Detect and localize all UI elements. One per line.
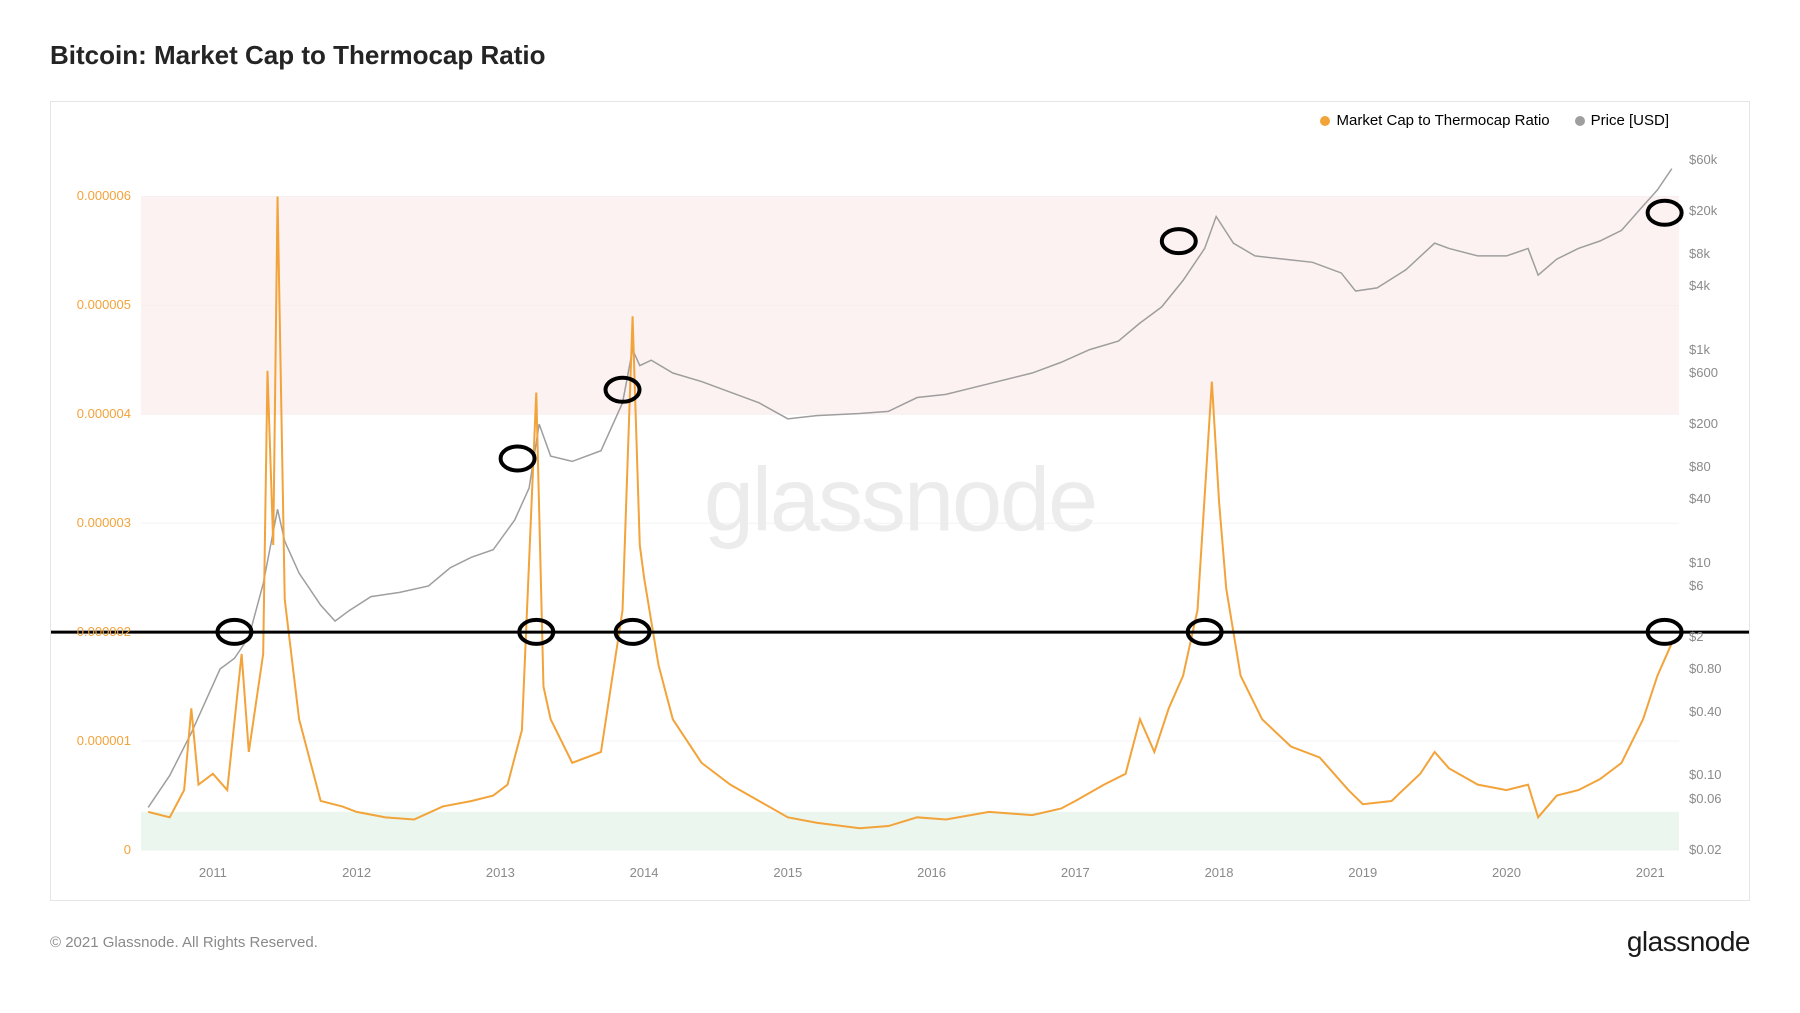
copyright: © 2021 Glassnode. All Rights Reserved. — [50, 934, 318, 951]
y-right-tick: $0.06 — [1679, 791, 1749, 806]
legend-label-ratio: Market Cap to Thermocap Ratio — [1336, 112, 1549, 129]
y-right-tick: $600 — [1679, 365, 1749, 380]
y-right-tick: $80 — [1679, 459, 1749, 474]
y-right-tick: $0.80 — [1679, 661, 1749, 676]
y-right-tick: $2 — [1679, 629, 1749, 644]
legend-item-ratio: Market Cap to Thermocap Ratio — [1320, 112, 1549, 129]
legend-dot-price — [1575, 116, 1585, 126]
y-right-tick: $200 — [1679, 416, 1749, 431]
x-tick: 2020 — [1492, 865, 1521, 880]
y-right-tick: $0.40 — [1679, 704, 1749, 719]
chart-frame: Market Cap to Thermocap Ratio Price [USD… — [50, 101, 1750, 901]
x-tick: 2017 — [1061, 865, 1090, 880]
plot-area — [141, 142, 1679, 850]
y-right-tick: $1k — [1679, 342, 1749, 357]
y-left-tick: 0.000005 — [51, 297, 141, 312]
y-right-tick: $60k — [1679, 152, 1749, 167]
x-tick: 2014 — [630, 865, 659, 880]
brand-logo: glassnode — [1627, 926, 1750, 958]
chart-svg — [141, 142, 1679, 850]
x-tick: 2018 — [1205, 865, 1234, 880]
legend-label-price: Price [USD] — [1591, 112, 1669, 129]
y-right-tick: $4k — [1679, 278, 1749, 293]
y-right-tick: $20k — [1679, 203, 1749, 218]
x-tick: 2019 — [1348, 865, 1377, 880]
y-left-tick: 0.000001 — [51, 733, 141, 748]
y-left-tick: 0.000006 — [51, 188, 141, 203]
y-left-tick: 0.000004 — [51, 406, 141, 421]
x-tick: 2016 — [917, 865, 946, 880]
legend-item-price: Price [USD] — [1575, 112, 1669, 129]
y-right-tick: $0.10 — [1679, 767, 1749, 782]
y-left-tick: 0.000003 — [51, 515, 141, 530]
y-right-tick: $8k — [1679, 246, 1749, 261]
chart-title: Bitcoin: Market Cap to Thermocap Ratio — [50, 40, 1750, 71]
y-right-tick: $6 — [1679, 578, 1749, 593]
y-left-tick: 0 — [51, 842, 141, 857]
y-right-tick: $40 — [1679, 491, 1749, 506]
x-tick: 2011 — [199, 865, 227, 880]
legend: Market Cap to Thermocap Ratio Price [USD… — [1320, 112, 1669, 129]
x-tick: 2012 — [342, 865, 371, 880]
x-tick: 2021 — [1636, 865, 1665, 880]
x-tick: 2015 — [773, 865, 802, 880]
y-left-tick: 0.000002 — [51, 624, 141, 639]
x-tick: 2013 — [486, 865, 515, 880]
legend-dot-ratio — [1320, 116, 1330, 126]
y-right-tick: $10 — [1679, 555, 1749, 570]
y-right-tick: $0.02 — [1679, 842, 1749, 857]
